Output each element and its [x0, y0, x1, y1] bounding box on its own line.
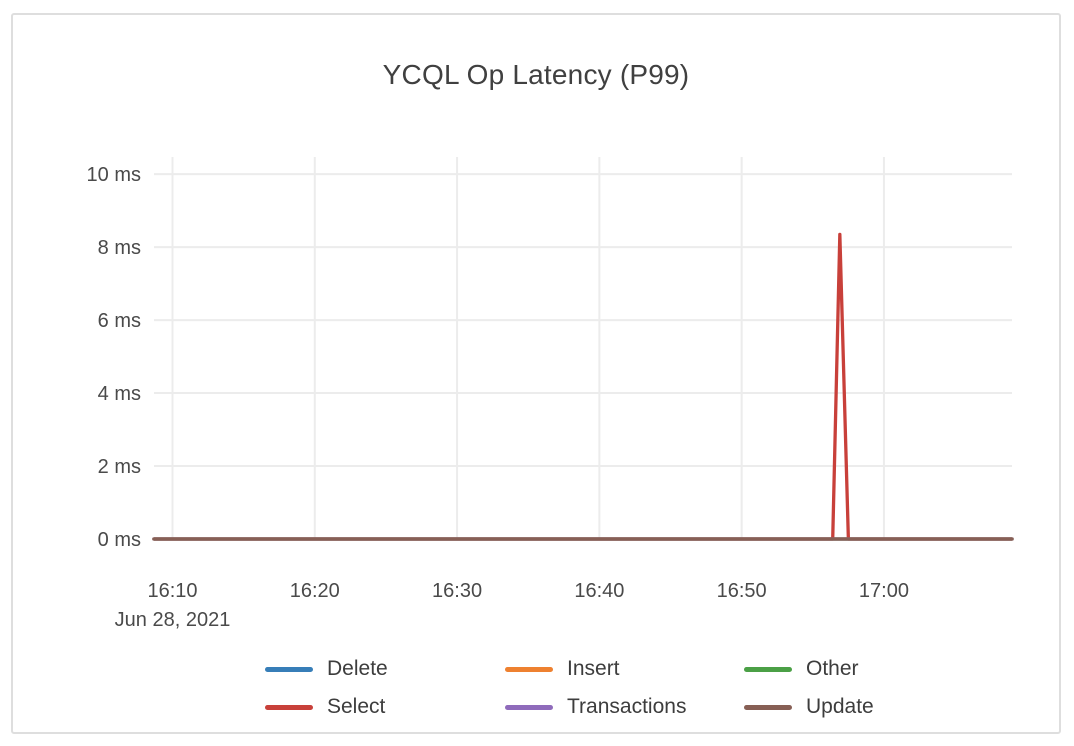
legend-swatch-update: [744, 704, 792, 710]
latency-line-chart: 16:10 Jun 28, 2021 16:20 16:30 16:40 16:50 17:…: [87, 157, 1014, 631]
legend-swatch-transactions: [505, 704, 553, 710]
y-tick-label: 10 ms: [87, 164, 141, 186]
y-tick-label: 2 ms: [98, 456, 141, 478]
legend-swatch-select: [265, 704, 313, 710]
legend-label: Other: [806, 657, 859, 680]
x-axis-date-label: Jun 28, 2021: [115, 609, 231, 631]
x-tick-label: 16:50: [717, 580, 767, 602]
legend-item-delete[interactable]: Delete: [265, 656, 505, 682]
legend-label: Insert: [567, 657, 620, 680]
x-tick-label: 16:30: [432, 580, 482, 602]
y-tick-label: 6 ms: [98, 310, 141, 332]
legend-label: Select: [327, 695, 386, 718]
legend-item-update[interactable]: Update: [744, 694, 874, 720]
legend-swatch-delete: [265, 666, 313, 672]
chart-card: YCQL Op Latency (P99) 16:10 Jun 28, 2021 1…: [11, 13, 1061, 734]
legend-swatch-insert: [505, 666, 553, 672]
x-tick-label: 16:10: [147, 580, 197, 602]
plot-area[interactable]: [154, 157, 1012, 539]
chart-title: YCQL Op Latency (P99): [382, 59, 690, 90]
legend-item-other[interactable]: Other: [744, 656, 874, 682]
y-tick-label: 8 ms: [98, 237, 141, 259]
x-tick-label: 16:40: [574, 580, 624, 602]
legend-label: Update: [806, 695, 874, 718]
y-tick-label: 0 ms: [98, 529, 141, 551]
y-tick-label: 4 ms: [98, 383, 141, 405]
legend-item-transactions[interactable]: Transactions: [505, 694, 744, 720]
x-tick-label: 16:20: [290, 580, 340, 602]
chart-legend: Delete Insert Other Select Transactions Updat…: [265, 656, 874, 720]
legend-swatch-other: [744, 666, 792, 672]
legend-item-select[interactable]: Select: [265, 694, 505, 720]
legend-label: Transactions: [567, 695, 687, 718]
legend-item-insert[interactable]: Insert: [505, 656, 744, 682]
x-tick-label: 17:00: [859, 580, 909, 602]
legend-label: Delete: [327, 657, 388, 680]
